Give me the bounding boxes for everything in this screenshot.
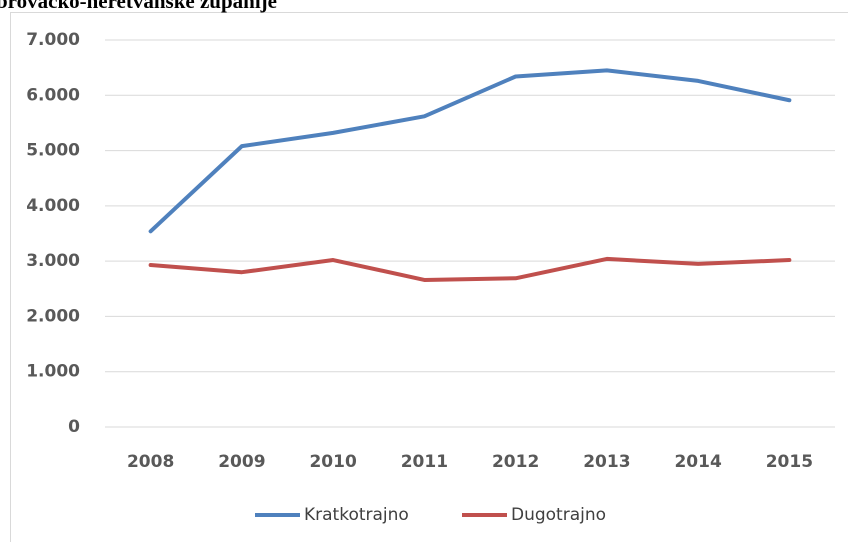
legend-label: Dugotrajno: [511, 505, 606, 525]
x-tick-label: 2012: [492, 452, 539, 472]
x-tick-label: 2008: [127, 452, 174, 472]
y-tick-label: 6.000: [26, 85, 80, 105]
x-tick-label: 2014: [674, 452, 721, 472]
x-tick-label: 2009: [218, 452, 265, 472]
legend-label: Kratkotrajno: [304, 505, 409, 525]
y-tick-label: 7.000: [26, 30, 80, 50]
y-tick-label: 0: [68, 417, 80, 437]
line: [148, 68, 792, 234]
line: [148, 256, 792, 282]
y-tick-label: 4.000: [26, 196, 80, 216]
y-tick-label: 3.000: [26, 251, 80, 271]
x-tick-label: 2015: [766, 452, 813, 472]
chart-title: brovačko-neretvanske županije: [0, 0, 277, 13]
x-tick-label: 2011: [401, 452, 448, 472]
chart-border: [10, 12, 848, 542]
y-tick-label: 1.000: [26, 362, 80, 382]
y-tick-label: 5.000: [26, 141, 80, 161]
x-tick-label: 2010: [309, 452, 356, 472]
x-tick-label: 2013: [583, 452, 630, 472]
y-tick-label: 2.000: [26, 306, 80, 326]
